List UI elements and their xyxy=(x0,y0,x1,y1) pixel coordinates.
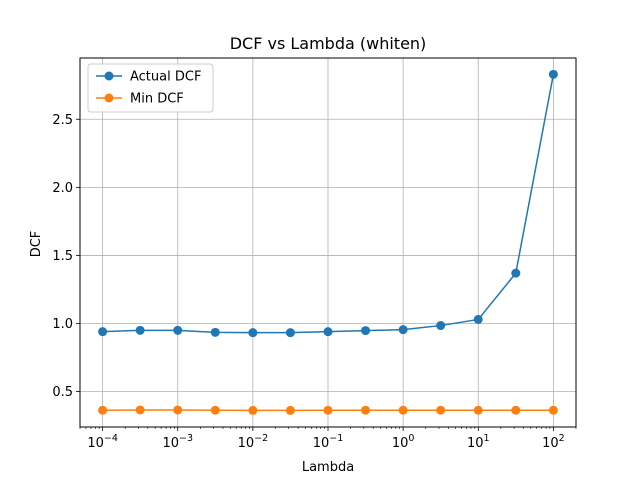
x-tick-label-base: 10 xyxy=(467,436,484,451)
x-tick-label-exponent: −1 xyxy=(329,433,343,444)
x-tick-label: 100 xyxy=(392,433,415,451)
series-point-2 xyxy=(285,405,295,415)
legend-label: Min DCF xyxy=(130,92,184,107)
chart-title: DCF vs Lambda (whiten) xyxy=(230,34,427,53)
series-point-1 xyxy=(548,69,558,79)
x-tick-label-base: 10 xyxy=(313,436,330,451)
series-point-2 xyxy=(173,405,183,415)
x-tick-label: 102 xyxy=(542,433,565,451)
x-tick-label-exponent: −2 xyxy=(254,433,268,444)
x-tick-label-exponent: −4 xyxy=(104,433,118,444)
series-point-1 xyxy=(98,327,108,337)
x-tick-label-base: 10 xyxy=(87,436,104,451)
y-tick-label: 0.5 xyxy=(52,385,73,400)
series-point-1 xyxy=(323,327,333,337)
x-tick-label-base: 10 xyxy=(392,436,409,451)
x-tick-label-exponent: −3 xyxy=(179,433,193,444)
grid-layer xyxy=(80,58,576,427)
x-tick-label-exponent: 2 xyxy=(559,433,565,444)
y-axis-title: DCF xyxy=(29,231,44,258)
series-point-1 xyxy=(248,328,258,338)
x-tick-label: 10−4 xyxy=(87,433,118,451)
legend-swatch-marker xyxy=(104,71,114,81)
series-point-2 xyxy=(248,405,258,415)
y-tick-label: 2.0 xyxy=(52,181,73,196)
x-tick-label-base: 10 xyxy=(238,436,255,451)
x-tick-label-base: 10 xyxy=(162,436,179,451)
x-axis-title: Lambda xyxy=(302,460,354,475)
series-point-1 xyxy=(436,321,446,331)
y-tick-label: 2.5 xyxy=(52,113,73,128)
series-point-2 xyxy=(361,405,371,415)
x-tick-label: 10−1 xyxy=(313,433,344,451)
x-tick-label: 10−3 xyxy=(162,433,193,451)
legend: Actual DCF Min DCF xyxy=(87,63,214,113)
series-point-1 xyxy=(173,325,183,335)
series-point-1 xyxy=(285,328,295,338)
legend-label: Actual DCF xyxy=(130,70,201,85)
series-point-2 xyxy=(98,405,108,415)
y-tick-label: 1.5 xyxy=(52,249,73,264)
series-point-2 xyxy=(511,405,521,415)
series-point-2 xyxy=(135,405,145,415)
series-point-2 xyxy=(436,405,446,415)
series-point-1 xyxy=(135,325,145,335)
series-point-1 xyxy=(511,268,521,278)
x-tick-label-exponent: 1 xyxy=(484,433,490,444)
x-tick-label-exponent: 0 xyxy=(408,433,414,444)
y-tick-label: 1.0 xyxy=(52,317,73,332)
legend-swatch-marker xyxy=(104,93,114,103)
series-point-1 xyxy=(361,326,371,336)
series-point-2 xyxy=(398,405,408,415)
series-point-1 xyxy=(398,325,408,335)
series-point-2 xyxy=(210,405,220,415)
series-point-1 xyxy=(473,314,483,324)
x-tick-label-base: 10 xyxy=(542,436,559,451)
series-point-2 xyxy=(548,405,558,415)
x-tick-label: 10−2 xyxy=(238,433,269,451)
series-point-2 xyxy=(323,405,333,415)
series-layer xyxy=(98,69,558,415)
x-tick-label: 101 xyxy=(467,433,490,451)
series-point-1 xyxy=(210,327,220,337)
series-point-2 xyxy=(473,405,483,415)
